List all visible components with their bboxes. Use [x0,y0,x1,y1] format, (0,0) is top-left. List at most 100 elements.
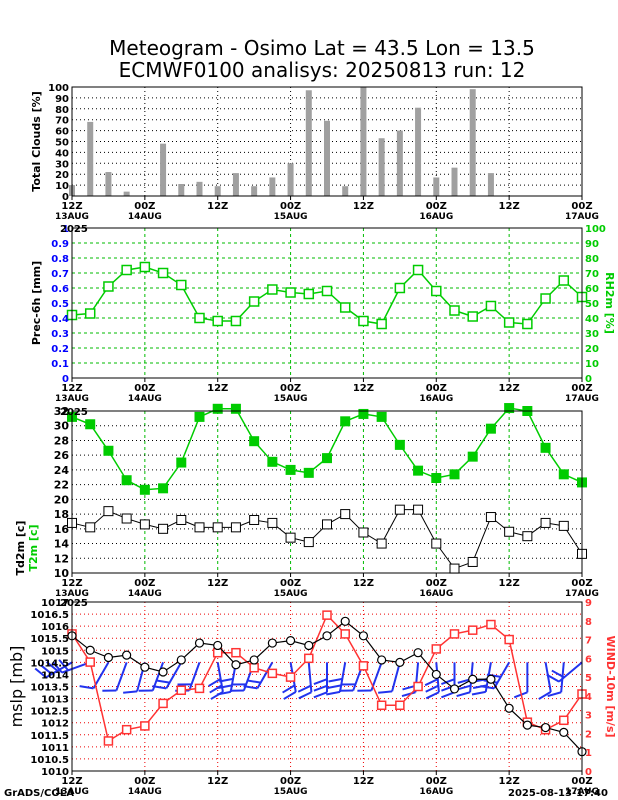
wind-speed-marker [322,610,332,620]
wind-barb-feather [551,669,565,679]
x-tick-label-date: 14AUG [128,394,162,404]
footer-left: GrADS/COLA [4,788,74,799]
temperature-grid [72,411,582,573]
x-tick-label-hour: 00Z [426,201,447,212]
mslp-marker [85,645,95,655]
wind-barb-staff [493,661,511,689]
y-tick-label: 0.6 [51,284,69,295]
mslp-marker [267,638,277,648]
mslp-marker [559,727,569,737]
rh-marker [558,275,570,286]
wind-barb-staff [391,662,401,692]
cloud-bar [214,186,221,196]
total-clouds-frame [71,86,583,197]
wind-barb-feather [424,678,439,687]
wind-barb-feather [246,679,261,684]
cloud-bar [469,89,476,196]
rh-marker [431,285,442,297]
cloud-bar [324,120,330,196]
td2m-marker [431,538,442,549]
wind-speed-marker [413,681,423,692]
y-tick-label: 30 [55,159,69,170]
wind-barb-feather [456,691,471,698]
td2m-marker [449,563,460,574]
t2m-marker [85,419,96,430]
t2m-marker [467,451,478,462]
wind-speed-marker [358,661,369,671]
mslp-marker [231,660,241,670]
t2m-marker [558,469,569,480]
cloud-bar [105,172,112,196]
cloud-bar [451,167,458,196]
y-tick-label: 1013 [41,695,69,706]
rh-marker [176,279,187,291]
rh-marker [449,305,460,316]
mslp-marker [358,631,369,641]
y-tick-label: 0.1 [51,359,69,370]
y-tick-label: 0.4 [51,314,69,325]
td2m-marker [249,514,260,525]
wind-barb-feather [538,691,552,700]
wind-speed-marker [504,634,514,645]
y-tick-label: 26 [54,449,70,462]
wind-barb-feather [313,684,328,692]
y-tick-label: 12 [54,552,69,565]
t2m-marker [176,457,187,468]
t2m-marker [285,464,296,475]
wind-barb-staff [544,662,552,693]
rh-marker [467,311,478,322]
x-tick-label-hour: 12Z [61,383,82,394]
x-tick-label-date: 16AUG [419,394,453,404]
td2m-marker [139,519,150,530]
rh-marker [303,288,315,300]
wind-barb-feather [378,690,393,694]
y-tick-label: 22 [54,479,69,492]
mslp-marker [249,655,259,665]
wind-barb-feather [58,659,69,672]
mslp-y-tick-labels: 10101010.510111011.510121012.510131013.5… [30,598,69,778]
cloud-bar [487,173,494,196]
mslp-marker [340,616,350,626]
mslp-marker [122,650,132,660]
wind-barb-staff [188,662,201,691]
t2m-marker [358,408,369,419]
y-tick-label: 1014.5 [30,658,69,669]
precip-rh-frame [71,227,583,379]
wind-barb-feather [441,678,455,686]
rh-marker [412,264,424,276]
x-tick-label-hour: 12Z [499,383,520,394]
td2m-marker [522,531,533,542]
td2m-marker [504,526,515,537]
wind-speed-marker [267,668,278,679]
mslp-marker [213,640,223,651]
precip-y-tick-labels: 0 0.1 0.2 0.3 0.4 0.5 0.6 0.7 0.8 0.9 1 [51,224,69,385]
cloud-bar [269,177,276,196]
y-tick-label: 0 [62,192,69,203]
t2m-marker [540,442,551,453]
x-tick-label-hour: 12Z [207,201,228,212]
rh-marker [157,267,169,279]
x-tick-label-date: 17AUG [565,212,599,222]
wind-speed-marker [231,647,241,658]
y-tick-label: 90 [585,239,599,250]
wind-speed-marker [285,672,296,682]
y-tick-label: 32 [54,405,69,418]
t2m-marker [322,453,332,464]
temperature-year-label: 2025 [60,407,88,418]
wind-speed-marker [304,653,314,664]
temperature-frame [71,410,583,574]
wind-barb-feather [401,691,416,698]
x-tick-label-hour: 12Z [61,201,82,212]
wind-speed-marker [176,685,187,696]
t2m-marker [394,439,405,450]
t2m-marker [249,436,260,447]
wind-barb-staff [339,662,347,693]
wind-barb-feather [313,691,328,699]
title-line-2: ECMWF0100 analisys: 20250813 run: 12 [119,58,526,82]
wind-barb-feather [209,684,223,694]
wind-speed-marker [85,657,95,667]
